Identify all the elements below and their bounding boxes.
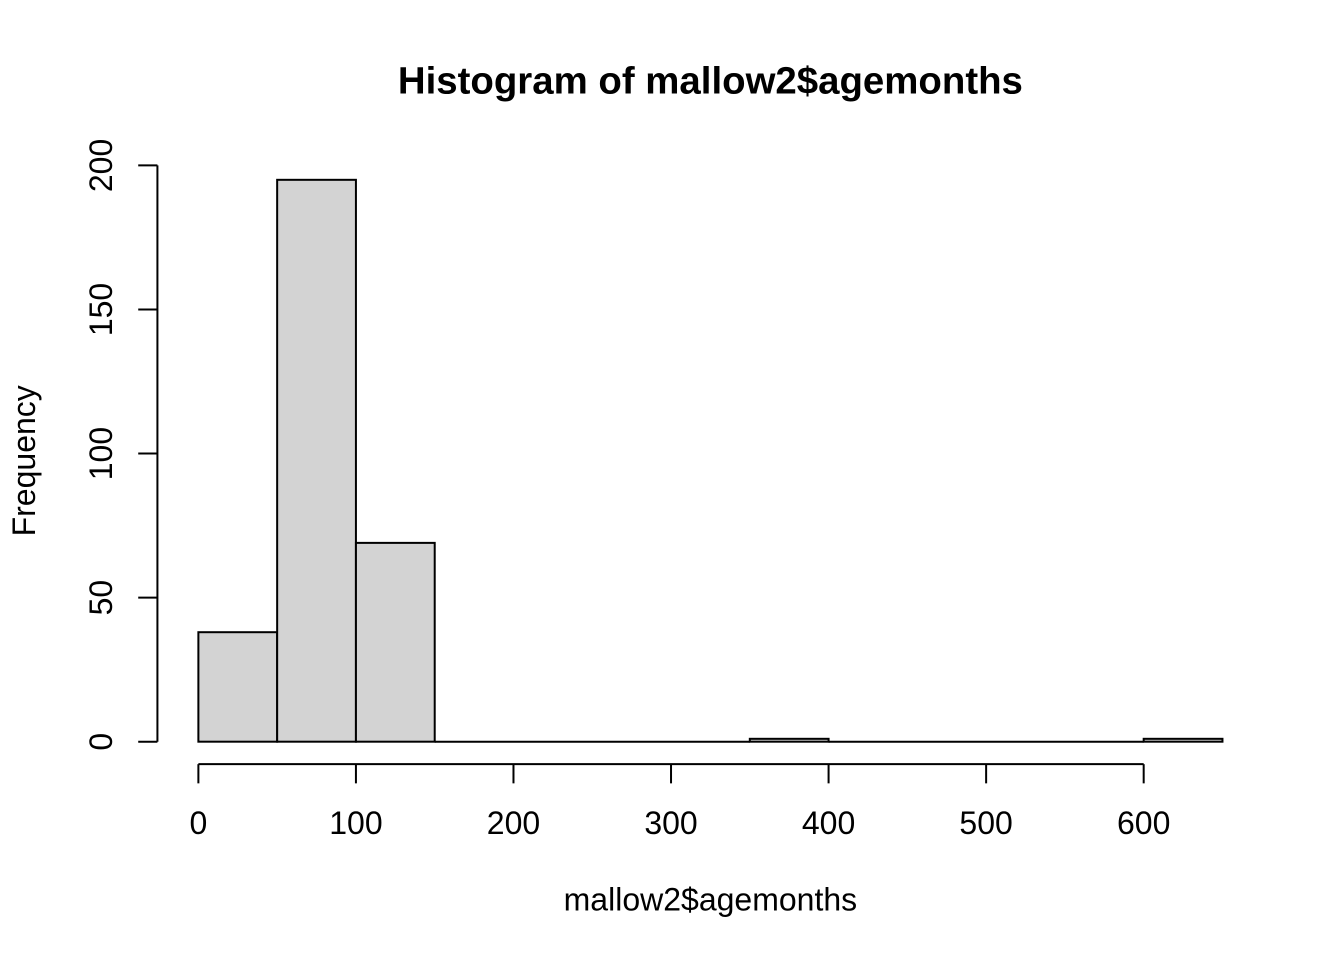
svg-text:200: 200: [83, 139, 119, 192]
svg-text:600: 600: [1117, 805, 1170, 841]
svg-text:Histogram of mallow2$agemonths: Histogram of mallow2$agemonths: [398, 59, 1023, 102]
svg-text:400: 400: [802, 805, 855, 841]
svg-text:100: 100: [329, 805, 382, 841]
svg-text:mallow2$agemonths: mallow2$agemonths: [564, 882, 858, 918]
svg-text:Frequency: Frequency: [6, 385, 42, 536]
svg-text:200: 200: [487, 805, 540, 841]
svg-text:150: 150: [83, 283, 119, 336]
svg-text:500: 500: [959, 805, 1012, 841]
svg-text:100: 100: [83, 427, 119, 480]
svg-text:50: 50: [83, 580, 119, 616]
svg-text:0: 0: [83, 733, 119, 751]
svg-text:0: 0: [189, 805, 207, 841]
svg-text:300: 300: [644, 805, 697, 841]
